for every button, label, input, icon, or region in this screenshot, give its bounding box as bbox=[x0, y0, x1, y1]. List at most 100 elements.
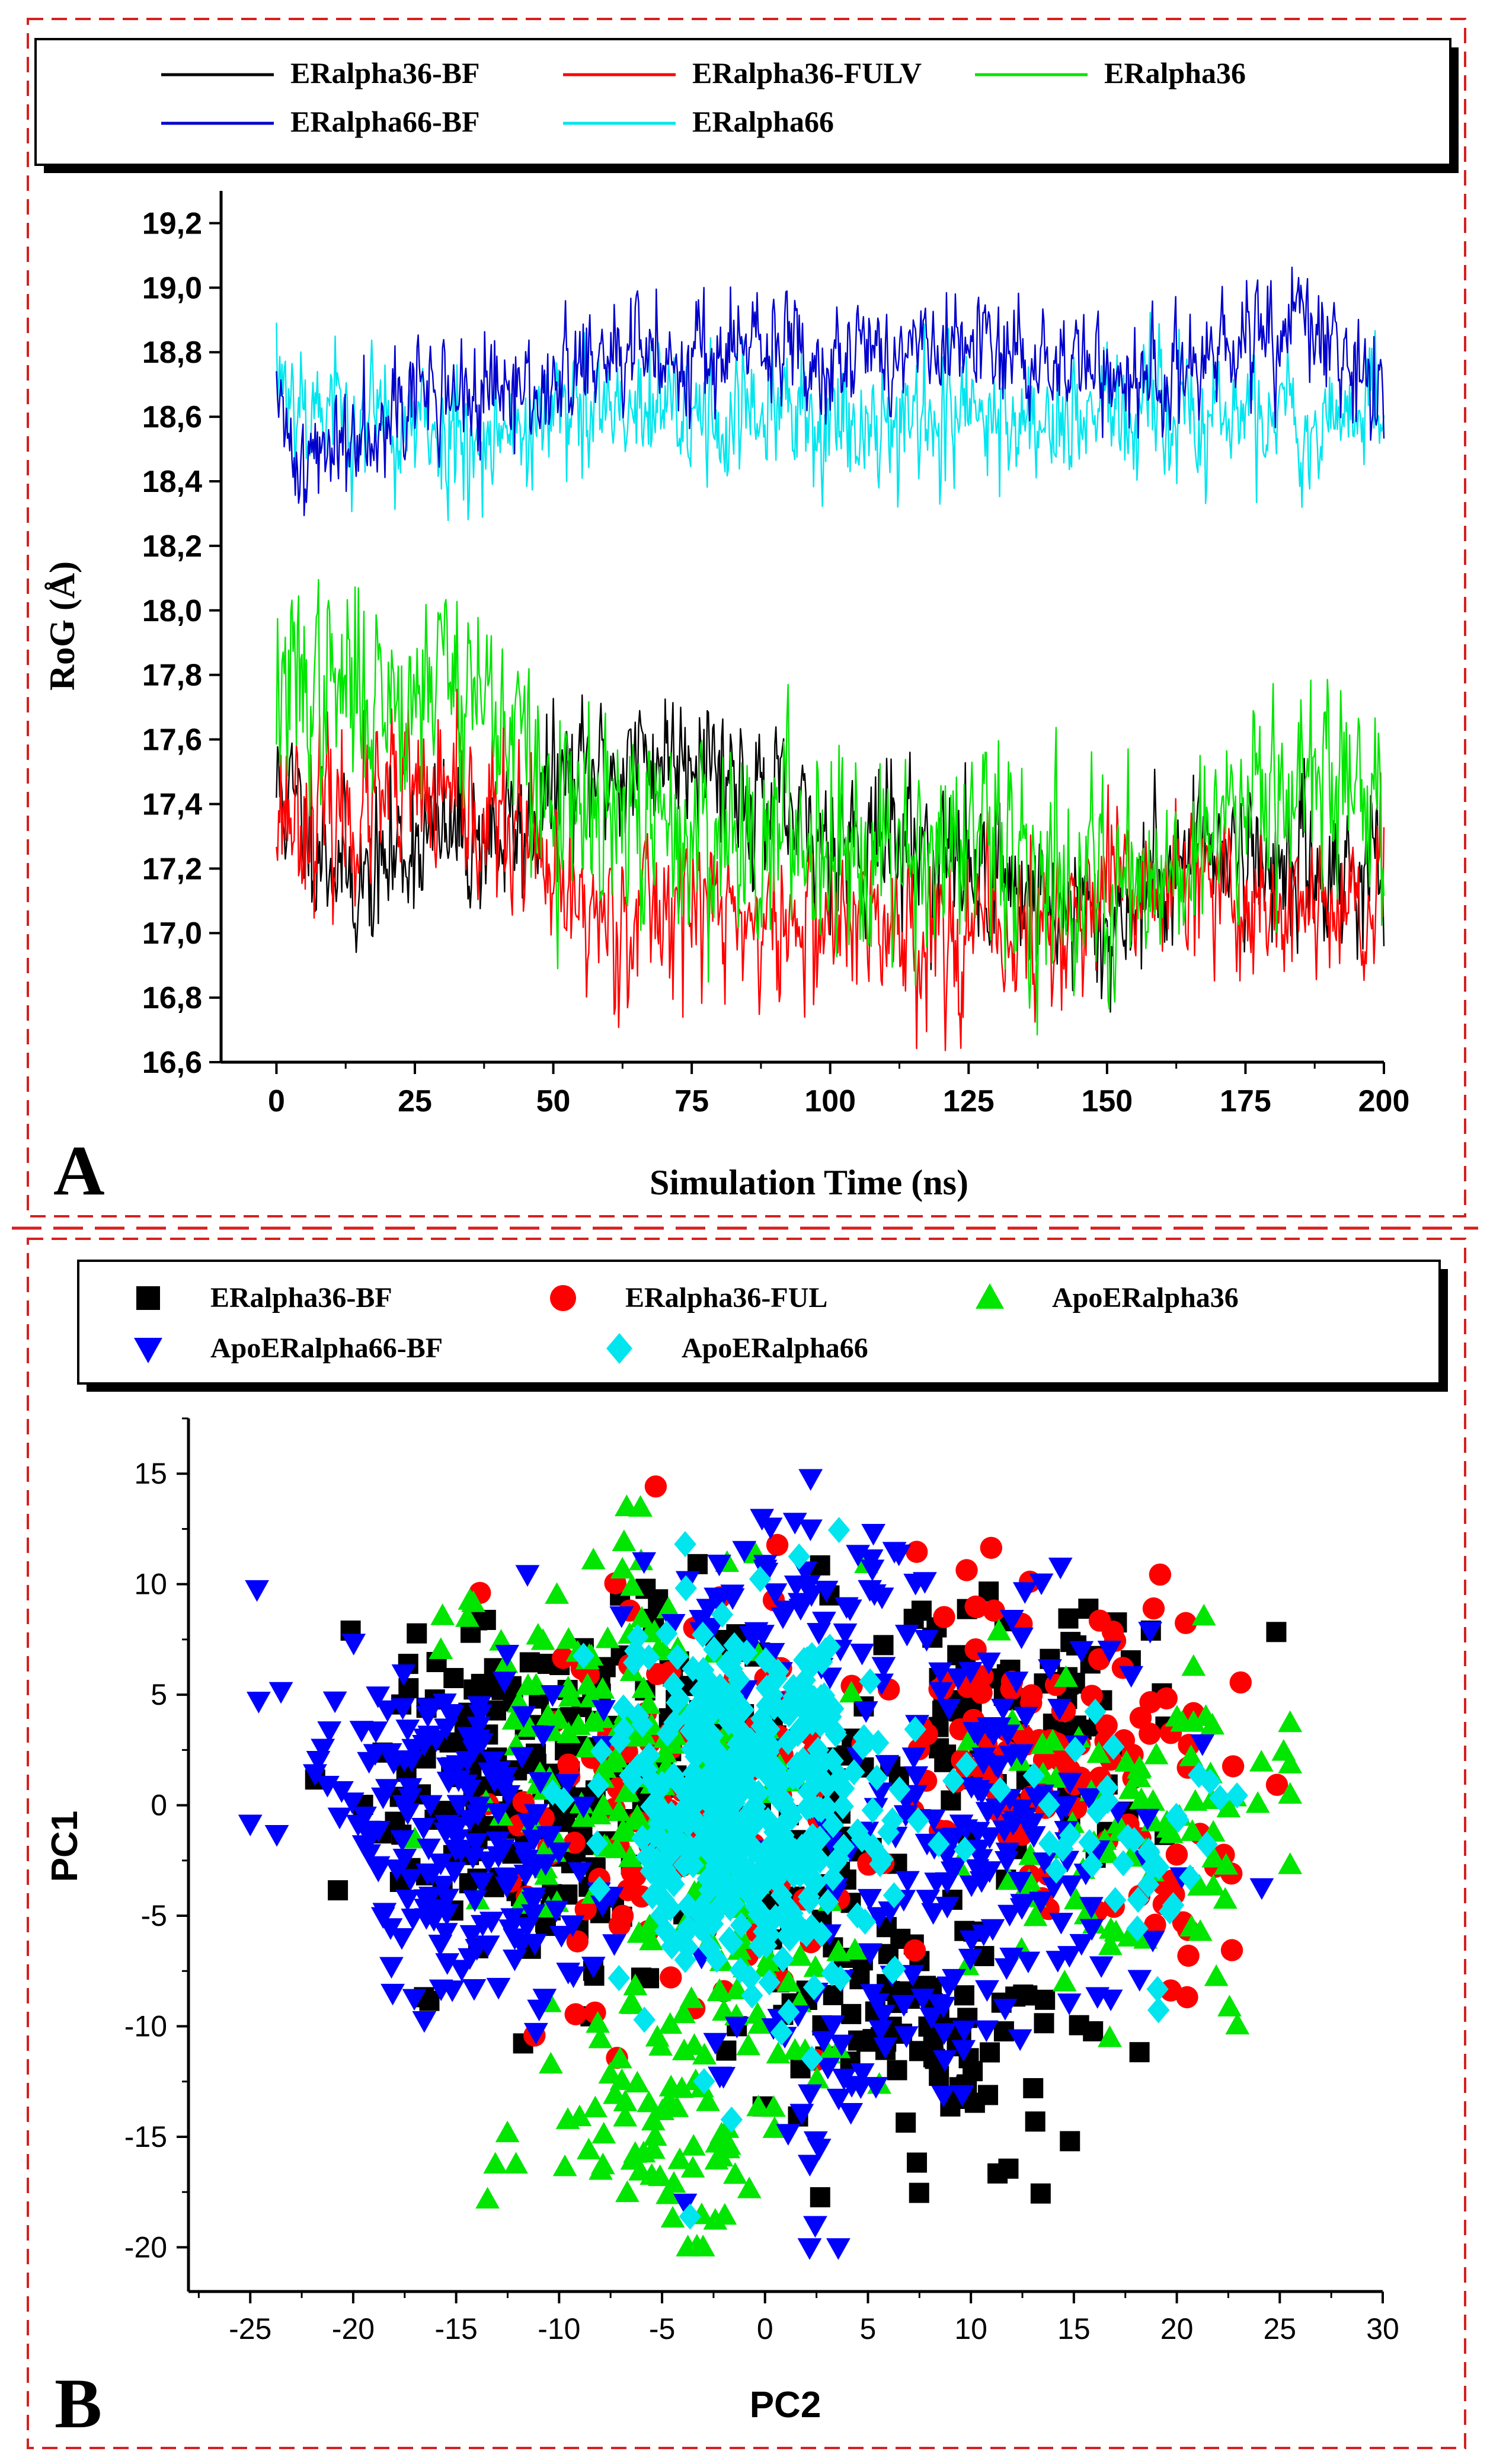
scatter-point bbox=[682, 1852, 705, 1878]
y-tick-label-a: 19,2 bbox=[142, 206, 202, 241]
y-axis-label-a: RoG (Å) bbox=[43, 561, 82, 691]
scatter-point bbox=[1009, 1799, 1034, 1821]
x-tick-label-b: 30 bbox=[1366, 2312, 1399, 2345]
scatter-point bbox=[583, 2095, 607, 2118]
scatter-point bbox=[808, 1847, 832, 1874]
x-tick-label-a: 25 bbox=[398, 1084, 432, 1118]
scatter-point bbox=[538, 2051, 563, 2074]
scatter-point bbox=[633, 2006, 656, 2033]
scatter-point bbox=[697, 1731, 720, 1758]
scatter-point bbox=[904, 1716, 926, 1743]
scatter-point bbox=[805, 2066, 829, 2089]
scatter-point bbox=[1045, 1857, 1067, 1884]
scatter-point bbox=[816, 1794, 839, 1821]
scatter-point bbox=[993, 1999, 1018, 2021]
scatter-point bbox=[660, 1933, 683, 1960]
scatter-point bbox=[549, 1926, 574, 1948]
scatter-point bbox=[576, 2137, 601, 2160]
scatter-point bbox=[567, 2104, 592, 2127]
scatter-point bbox=[782, 1683, 805, 1710]
y-tick-label-b: -15 bbox=[124, 2120, 167, 2153]
scatter-point bbox=[673, 2193, 698, 2216]
scatter-point bbox=[1188, 1762, 1210, 1788]
scatter-point bbox=[861, 1524, 885, 1546]
scatter-point bbox=[787, 1593, 812, 1615]
scatter-point bbox=[401, 1738, 426, 1761]
scatter-point bbox=[711, 1811, 734, 1838]
scatter-point bbox=[492, 1672, 517, 1693]
scatter-point bbox=[776, 1970, 801, 1992]
scatter-point bbox=[932, 2023, 957, 2045]
scatter-point bbox=[327, 1807, 352, 1830]
scatter-point bbox=[375, 1779, 399, 1801]
scatter-point bbox=[680, 2156, 705, 2178]
scatter-point bbox=[432, 1693, 457, 1715]
legend-b-label: ApoERalpha66-BF bbox=[210, 1332, 443, 1364]
scatter-point bbox=[1190, 1734, 1215, 1756]
scatter-point bbox=[390, 1830, 415, 1852]
scatter-point bbox=[875, 1754, 900, 1777]
scatter-point bbox=[544, 1900, 569, 1923]
scatter-point bbox=[853, 1701, 878, 1723]
scatter-point bbox=[1030, 1784, 1054, 1807]
scatter-point bbox=[1080, 1852, 1104, 1878]
scatter-point bbox=[530, 1628, 555, 1650]
scatter-point bbox=[685, 1743, 707, 1770]
scatter-point bbox=[609, 1606, 634, 1628]
scatter-point bbox=[916, 1890, 941, 1912]
scatter-point bbox=[624, 1808, 649, 1830]
scatter-point bbox=[802, 1974, 826, 2000]
scatter-point bbox=[832, 1793, 854, 1820]
x-axis-label-a: Simulation Time (ns) bbox=[650, 1163, 968, 1202]
scatter-point bbox=[679, 1986, 704, 2008]
scatter-point bbox=[514, 1849, 539, 1872]
scatter-point bbox=[705, 1947, 728, 1973]
scatter-point bbox=[931, 2086, 956, 2108]
scatter-point bbox=[1138, 1622, 1163, 1644]
scatter-point bbox=[621, 1992, 645, 2014]
scatter-point bbox=[434, 1904, 459, 1926]
scatter-point bbox=[1138, 1839, 1160, 1866]
scatter-point bbox=[523, 2022, 548, 2045]
scatter-point bbox=[445, 1817, 469, 1840]
scatter-point bbox=[936, 1699, 961, 1721]
scatter-point bbox=[498, 1919, 523, 1941]
scatter-point bbox=[1179, 1864, 1201, 1891]
scatter-point bbox=[619, 1762, 641, 1789]
scatter-point bbox=[555, 1773, 580, 1796]
scatter-point bbox=[590, 1738, 613, 1765]
scatter-point bbox=[795, 1794, 818, 1821]
scatter-point bbox=[667, 2147, 692, 2169]
scatter-point bbox=[530, 1725, 555, 1748]
scatter-point bbox=[812, 1612, 836, 1634]
scatter-point bbox=[475, 2187, 500, 2209]
scatter-point bbox=[1201, 1874, 1226, 1896]
x-tick-label-b: 0 bbox=[757, 2312, 773, 2345]
scatter-point bbox=[670, 2076, 694, 2098]
scatter-point bbox=[719, 1895, 741, 1922]
scatter-point bbox=[826, 1939, 851, 1961]
scatter-point bbox=[987, 2163, 1008, 2184]
scatter-point bbox=[330, 1781, 354, 1803]
scatter-point bbox=[726, 1867, 749, 1894]
scatter-point bbox=[521, 1904, 546, 1926]
scatter-point bbox=[954, 1819, 979, 1841]
x-tick-label-b: -20 bbox=[332, 2312, 375, 2345]
scatter-point bbox=[1054, 1796, 1079, 1818]
scatter-point bbox=[891, 1995, 916, 2017]
scatter-point bbox=[556, 1721, 581, 1743]
scatter-point bbox=[707, 1978, 732, 2000]
scatter-point bbox=[976, 1653, 1001, 1674]
legend-a-label: ERalpha66 bbox=[692, 105, 834, 138]
ticks-b: -25 -20 -15 -10 -5 0 5 10 15 20 25 30 -20 -15 -10 -5 0 5 1… bbox=[124, 1417, 1399, 2345]
scatter-point bbox=[575, 1673, 600, 1695]
scatter-point bbox=[865, 1765, 888, 1791]
scatter-point bbox=[1104, 1919, 1128, 1942]
scatter-point bbox=[449, 1841, 474, 1864]
scatter-point bbox=[773, 1600, 798, 1622]
scatter-point bbox=[532, 1989, 557, 2011]
scatter-point bbox=[777, 1894, 800, 1921]
scatter-point bbox=[829, 2034, 854, 2057]
scatter-point bbox=[887, 1544, 912, 1567]
scatter-point bbox=[1249, 1750, 1274, 1772]
